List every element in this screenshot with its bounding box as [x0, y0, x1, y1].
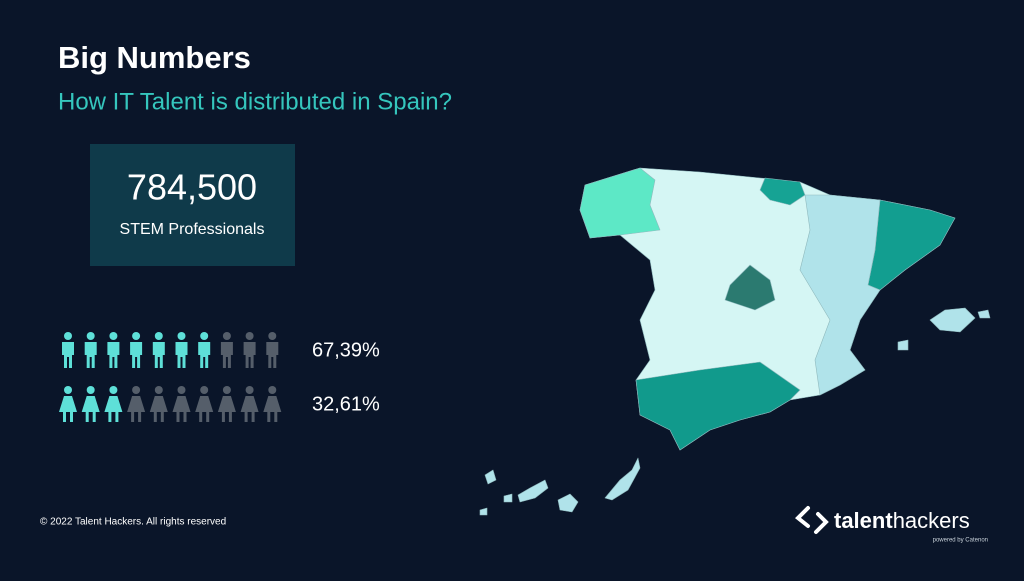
- map: [479, 167, 991, 516]
- stat-label: STEM Professionals: [120, 221, 265, 238]
- map-island: [604, 457, 641, 501]
- icon-head: [132, 332, 141, 340]
- stat-value: 784,500: [127, 167, 257, 208]
- icon-head: [222, 386, 231, 394]
- stat-box: [90, 144, 295, 266]
- icon-head: [64, 332, 72, 340]
- person-icon: [130, 332, 143, 368]
- person-icon: [59, 386, 77, 422]
- percentage-label: 32,61%: [312, 393, 380, 415]
- logo-mark: [795, 506, 829, 534]
- person-icon: [195, 386, 214, 422]
- map-island: [503, 493, 513, 503]
- map-island: [479, 507, 488, 516]
- person-icon: [127, 386, 146, 422]
- person-icon: [240, 386, 259, 422]
- copyright: © 2022 Talent Hackers. All rights reserv…: [40, 517, 226, 528]
- icon-body: [220, 342, 233, 368]
- pictogram-area: 67,39% 32,61%: [59, 332, 380, 422]
- person-icon: [263, 386, 282, 422]
- map-island: [557, 493, 579, 513]
- icon-body: [263, 396, 282, 422]
- map-region: [724, 264, 776, 311]
- map-region: [799, 194, 881, 396]
- icon-head: [268, 386, 277, 394]
- icon-head: [268, 332, 277, 340]
- map-island: [977, 309, 991, 319]
- person-icon: [217, 386, 236, 422]
- person-icon: [62, 332, 74, 368]
- icon-body: [175, 342, 188, 368]
- icon-head: [109, 386, 118, 394]
- icon-body: [243, 342, 256, 368]
- map-island: [517, 479, 549, 503]
- person-icon: [149, 386, 168, 422]
- icon-body: [240, 396, 259, 422]
- icon-head: [132, 386, 141, 394]
- icon-body: [195, 396, 214, 422]
- person-icon: [104, 386, 123, 422]
- icon-body: [127, 396, 146, 422]
- icon-head: [177, 332, 186, 340]
- icon-head: [64, 386, 72, 394]
- person-icon: [266, 332, 279, 368]
- icon-head: [154, 386, 163, 394]
- map-island: [897, 339, 909, 351]
- icon-head: [200, 332, 209, 340]
- icon-head: [200, 386, 209, 394]
- icon-head: [109, 332, 118, 340]
- logo-text: talenthackers: [834, 508, 970, 533]
- icon-head: [222, 332, 231, 340]
- map-region: [759, 177, 806, 206]
- icon-body: [266, 342, 279, 368]
- person-icon: [84, 332, 97, 368]
- icon-body: [62, 342, 74, 368]
- icon-body: [107, 342, 120, 368]
- icon-head: [177, 386, 186, 394]
- title: Big Numbers: [58, 40, 251, 75]
- icon-body: [81, 396, 100, 422]
- icon-head: [245, 332, 254, 340]
- logo: talenthackers powered by Catenon: [795, 506, 988, 544]
- icon-body: [152, 342, 165, 368]
- map-region: [635, 361, 801, 451]
- icon-body: [149, 396, 168, 422]
- map-region: [579, 167, 661, 239]
- icon-body: [172, 396, 191, 422]
- map-island: [484, 469, 497, 485]
- person-icon: [81, 386, 100, 422]
- icon-body: [59, 396, 77, 422]
- icon-body: [104, 396, 123, 422]
- map-island: [929, 307, 976, 333]
- person-icon: [198, 332, 211, 368]
- logo-suffix: hackers: [893, 508, 970, 533]
- icon-body: [130, 342, 143, 368]
- person-icon: [107, 332, 120, 368]
- icon-head: [86, 386, 95, 394]
- person-icon: [243, 332, 256, 368]
- subtitle: How IT Talent is distributed in Spain?: [58, 88, 452, 115]
- icon-head: [86, 332, 95, 340]
- percentage-label: 67,39%: [312, 339, 380, 361]
- person-icon: [152, 332, 165, 368]
- person-icon: [220, 332, 233, 368]
- icon-body: [217, 396, 236, 422]
- icon-body: [198, 342, 211, 368]
- logo-prefix: talent: [834, 508, 893, 533]
- icon-head: [154, 332, 163, 340]
- person-icon: [172, 386, 191, 422]
- icon-head: [245, 386, 254, 394]
- person-icon: [175, 332, 188, 368]
- logo-powered: powered by Catenon: [933, 538, 988, 544]
- icon-body: [84, 342, 97, 368]
